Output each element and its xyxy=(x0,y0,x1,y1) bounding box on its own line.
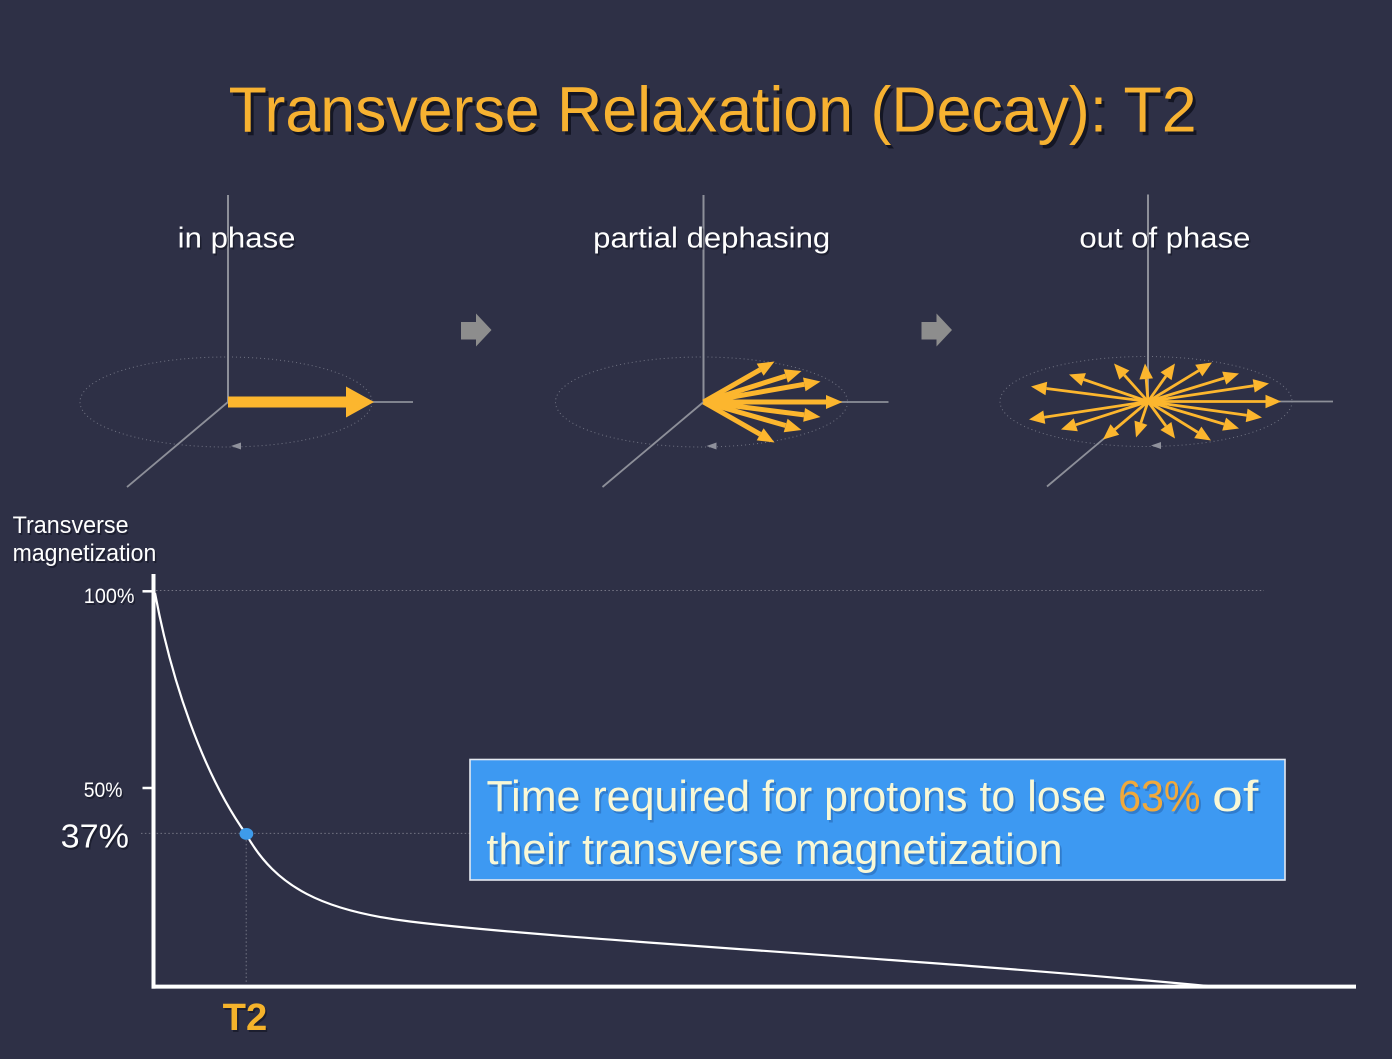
svg-text:Time required for protons to l: Time required for protons to lose xyxy=(487,772,1107,821)
svg-text:100%: 100% xyxy=(84,585,135,608)
svg-text:T2: T2 xyxy=(223,997,268,1039)
svg-text:Transverse Relaxation (Decay):: Transverse Relaxation (Decay): T2 xyxy=(229,74,1197,146)
svg-text:partial dephasing: partial dephasing xyxy=(593,223,830,255)
svg-text:50%: 50% xyxy=(85,781,124,804)
svg-text:of: of xyxy=(1214,774,1261,823)
svg-text:their transverse magnetization: their transverse magnetization xyxy=(489,827,1065,876)
svg-text:out of phase: out of phase xyxy=(1081,225,1252,257)
svg-text:Transverse: Transverse xyxy=(14,514,130,541)
svg-text:out of phase: out of phase xyxy=(1079,223,1250,255)
svg-text:Transverse: Transverse xyxy=(13,512,129,539)
svg-text:in phase: in phase xyxy=(179,225,297,257)
svg-text:of: of xyxy=(1212,772,1259,821)
svg-text:37%: 37% xyxy=(62,820,130,857)
svg-text:partial dephasing: partial dephasing xyxy=(595,225,832,257)
svg-text:Transverse Relaxation (Decay):: Transverse Relaxation (Decay): T2 xyxy=(232,77,1200,149)
svg-text:magnetization: magnetization xyxy=(13,540,157,567)
svg-text:Time required for protons to l: Time required for protons to lose xyxy=(489,774,1109,823)
svg-text:100%: 100% xyxy=(85,587,136,610)
svg-text:T2: T2 xyxy=(224,999,269,1041)
svg-text:50%: 50% xyxy=(84,779,123,802)
svg-text:in phase: in phase xyxy=(178,223,296,255)
svg-text:63%: 63% xyxy=(1118,772,1201,821)
svg-text:63%: 63% xyxy=(1120,774,1203,823)
svg-text:their transverse magnetization: their transverse magnetization xyxy=(487,825,1063,874)
svg-text:magnetization: magnetization xyxy=(14,542,158,569)
svg-text:37%: 37% xyxy=(61,818,129,855)
